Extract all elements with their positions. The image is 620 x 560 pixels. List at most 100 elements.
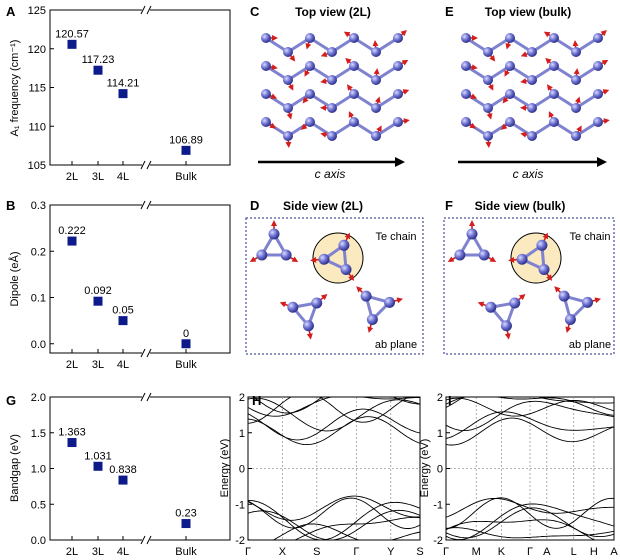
structure-f-molecules: [447, 220, 602, 340]
structure-e-atom: [483, 103, 493, 113]
chart-g-break-gap: [142, 392, 150, 402]
chart-b-axis-break: [140, 200, 152, 358]
chart-h-band-line: [247, 408, 421, 441]
chart-i-ytick-label: 1: [437, 428, 443, 440]
chart-a-ytick-label: 105: [28, 160, 46, 172]
chart-g-ytick-label: 0.5: [31, 499, 46, 511]
chart-a-xtick-label: 3L: [92, 171, 104, 183]
chart-h-kpoint-label: Γ: [353, 546, 359, 558]
structure-c-atom: [349, 117, 359, 127]
chart-b-break-slash: [140, 200, 146, 210]
structure-d-atom: [268, 228, 280, 240]
chart-i-band-line: [445, 497, 615, 530]
chart-h-ytick-label: -2: [235, 535, 245, 547]
structure-c-lattice: [261, 29, 410, 148]
chart-h-kpoint-label: S: [416, 546, 423, 558]
chart-a-axis-break: [140, 5, 152, 170]
structure-e-atom: [593, 33, 603, 43]
structure-c-atom: [261, 61, 271, 71]
panel-letter-c: C: [250, 4, 260, 19]
chart-a-break-gap: [142, 5, 150, 15]
structure-c-atom: [283, 47, 293, 57]
chart-a-point: [67, 39, 77, 49]
structure-e-atom: [571, 131, 581, 141]
structure-c: Top view (2L) c axis: [258, 5, 410, 181]
chart-h-band-line: [248, 523, 421, 541]
structure-c-atom: [393, 33, 403, 43]
structure-e: Top view (bulk) c axis: [458, 5, 610, 181]
chart-g-xtick-label: 3L: [92, 546, 104, 558]
structure-e-atom: [571, 75, 581, 85]
chart-g-break-slash: [140, 535, 146, 545]
panel-letter-g: G: [6, 393, 16, 408]
structure-e-atom: [527, 131, 537, 141]
chart-g-break-gap: [142, 535, 150, 545]
chart-a-ytick-label: 110: [28, 121, 46, 133]
chart-b-break-slash: [146, 200, 152, 210]
chart-h-band-line: [248, 396, 421, 414]
structure-f-atom: [538, 263, 550, 275]
structure-c-atom: [371, 103, 381, 113]
structure-c-atom: [261, 89, 271, 99]
structure-c-atom: [283, 75, 293, 85]
structure-f-atom: [536, 239, 548, 251]
structure-e-atom: [593, 61, 603, 71]
structure-e-atom: [527, 103, 537, 113]
structure-e-atom: [549, 117, 559, 127]
structure-d-chain-label: Te chain: [376, 231, 417, 243]
structure-c-atom: [327, 131, 337, 141]
structure-d-atom: [340, 263, 352, 275]
structure-d-atom: [302, 320, 314, 332]
chart-h-kpoint-label: X: [279, 546, 287, 558]
structure-f-atom: [478, 249, 490, 261]
structure-e-atom: [483, 131, 493, 141]
structure-c-title: Top view (2L): [295, 5, 371, 19]
panel-letter-a: A: [6, 4, 16, 19]
chart-h: -2 -1 0 1 2 Γ X S Γ Y S Energy (eV): [219, 392, 424, 558]
structure-e-lattice: [461, 29, 610, 148]
chart-a-xtick-label: 2L: [66, 171, 78, 183]
structure-d-title: Side view (2L): [283, 199, 363, 213]
chart-b-break-slash: [146, 348, 152, 358]
structure-f-plane-label: ab plane: [569, 339, 611, 351]
chart-h-band-line: [247, 495, 421, 521]
chart-g-ytick-label: 1.0: [31, 464, 46, 476]
structure-e-axis-label: c axis: [513, 167, 544, 181]
chart-g-value-label: 0.838: [109, 464, 137, 476]
chart-h-ytick-label: 1: [239, 428, 245, 440]
structure-e-atom: [505, 117, 515, 127]
chart-g-point: [93, 461, 103, 471]
structure-d-atom: [360, 290, 372, 302]
structure-d-molecules: [249, 220, 404, 340]
structure-e-atom: [593, 117, 603, 127]
structure-f-title: Side view (bulk): [475, 199, 566, 213]
chart-b-value-label: 0: [183, 328, 189, 340]
chart-h-band-line: [248, 499, 421, 541]
chart-b-frame: [49, 204, 231, 354]
chart-i-ylabel: Energy (eV): [419, 439, 431, 498]
chart-g-frame: [49, 396, 231, 541]
chart-b-ytick-label: 0.0: [31, 339, 46, 351]
chart-b-ytick-label: 0.1: [31, 293, 46, 305]
chart-i-ytick-label: 0: [437, 464, 443, 476]
structure-c-atom: [261, 117, 271, 127]
chart-g-break-slash: [140, 392, 146, 402]
chart-a-ytick-label: 120: [28, 44, 46, 56]
chart-b-break-gap: [142, 200, 150, 210]
structure-f-atom: [516, 253, 528, 265]
structure-c-atom: [349, 61, 359, 71]
chart-b-xtick-label: 4L: [117, 359, 129, 371]
structure-f-atom: [454, 249, 466, 261]
chart-h-band-line: [247, 396, 420, 424]
structure-c-atom: [349, 89, 359, 99]
chart-g-point: [67, 438, 77, 448]
chart-h-kpoint-label: S: [313, 546, 320, 558]
structure-c-axis-label: c axis: [315, 167, 346, 181]
structure-c-atom: [393, 89, 403, 99]
structure-e-atom: [483, 47, 493, 57]
structure-e-atom: [483, 75, 493, 85]
chart-a-point: [93, 65, 103, 75]
chart-a-value-label: 120.57: [55, 28, 89, 40]
chart-i-kpoint-label: L: [571, 546, 577, 558]
chart-b-value-label: 0.092: [84, 285, 112, 297]
